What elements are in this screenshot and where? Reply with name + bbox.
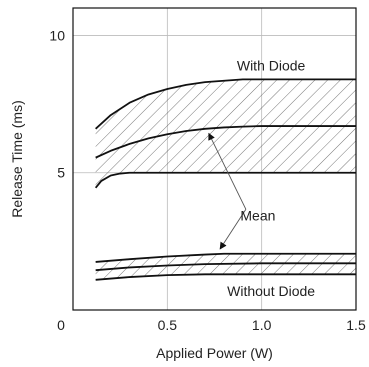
x-tick-label: 1.0 xyxy=(252,317,272,333)
x-tick-label: 0 xyxy=(57,317,65,333)
without-diode-upper-line xyxy=(95,252,356,263)
annotation-without-diode: Without Diode xyxy=(227,283,315,299)
x-tick-label: 0.5 xyxy=(158,317,178,333)
tick-labels: 0 0.5 1.0 1.5 5 10 xyxy=(49,27,366,333)
y-tick-label: 10 xyxy=(49,27,65,43)
without-diode-lower-line xyxy=(95,273,356,281)
annotations: With Diode Mean Without Diode xyxy=(227,58,315,299)
with-diode-upper-line xyxy=(95,78,356,130)
annotation-mean: Mean xyxy=(240,207,275,223)
with-diode-band xyxy=(95,79,356,188)
with-diode-mean-line xyxy=(95,125,356,159)
without-diode-mean-line xyxy=(95,262,356,272)
x-tick-label: 1.5 xyxy=(346,317,366,333)
hatched-bands xyxy=(95,79,356,280)
annotation-with-diode: With Diode xyxy=(237,58,306,74)
y-axis-label: Release Time (ms) xyxy=(9,100,25,217)
x-axis-label: Applied Power (W) xyxy=(156,345,273,361)
with-diode-lower-line xyxy=(94,171,356,189)
mean-pointer-arrow xyxy=(219,209,247,250)
y-tick-label: 5 xyxy=(57,165,65,181)
plot-frame xyxy=(72,7,357,311)
mean-pointer-arrow xyxy=(208,132,247,210)
mean-pointers xyxy=(208,132,247,250)
without-diode-band xyxy=(95,253,356,280)
series-lines xyxy=(94,78,356,281)
